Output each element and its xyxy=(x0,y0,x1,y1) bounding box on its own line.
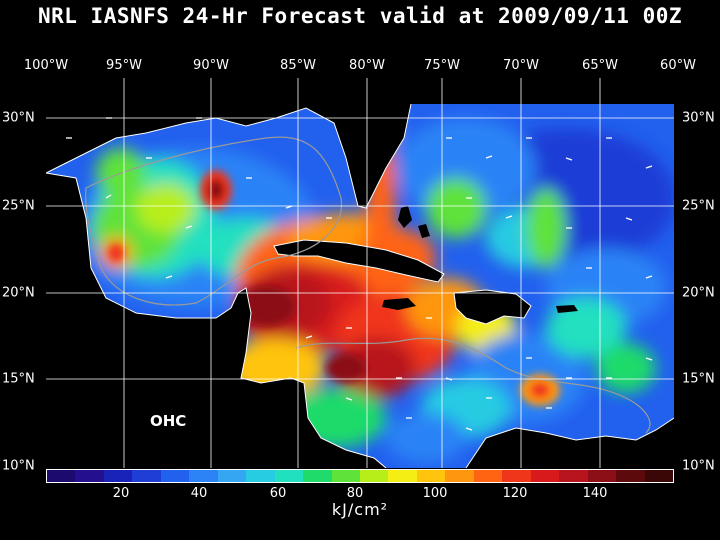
colorbar-swatch xyxy=(189,470,218,482)
colorbar-swatch xyxy=(388,470,417,482)
bathymetry-contour xyxy=(85,136,651,434)
colorbar-tick-80: 80 xyxy=(346,486,364,501)
lon-label-75w: 75°W xyxy=(424,58,460,73)
colorbar-swatch xyxy=(75,470,104,482)
colorbar-swatch xyxy=(616,470,645,482)
lon-label-90w: 90°W xyxy=(193,58,229,73)
map-title: NRL IASNFS 24-Hr Forecast valid at 2009/… xyxy=(37,4,682,28)
colorbar-swatch xyxy=(160,470,190,482)
lat-label-25n-right: 25°N xyxy=(682,198,715,214)
ohc-field xyxy=(76,108,674,463)
colorbar-swatch xyxy=(559,470,588,482)
colorbar-swatch xyxy=(445,470,474,482)
lat-label-15n-left: 15°N xyxy=(2,371,35,387)
colorbar-swatch xyxy=(587,470,617,482)
colorbar-swatch xyxy=(274,470,304,482)
ohc-label: OHC xyxy=(150,412,187,430)
ohc-map xyxy=(46,78,674,468)
land xyxy=(46,78,674,468)
lat-label-10n-left: 10°N xyxy=(2,458,35,474)
colorbar xyxy=(46,469,674,483)
colorbar-swatch xyxy=(644,470,673,482)
lon-label-65w: 65°W xyxy=(582,58,618,73)
lat-label-10n-right: 10°N xyxy=(682,458,715,474)
lat-label-25n-left: 25°N xyxy=(2,198,35,214)
colorbar-swatch xyxy=(331,470,360,482)
colorbar-tick-140: 140 xyxy=(582,486,608,501)
colorbar-swatch xyxy=(530,470,560,482)
lat-label-20n-right: 20°N xyxy=(682,285,715,301)
colorbar-swatch xyxy=(359,470,389,482)
colorbar-tick-20: 20 xyxy=(112,486,130,501)
colorbar-swatch xyxy=(416,470,446,482)
colorbar-tick-60: 60 xyxy=(269,486,287,501)
graticule xyxy=(46,78,674,468)
colorbar-tick-40: 40 xyxy=(190,486,208,501)
lon-label-60w: 60°W xyxy=(660,58,696,73)
colorbar-swatch xyxy=(246,470,275,482)
current-vectors xyxy=(66,117,653,431)
lon-label-85w: 85°W xyxy=(280,58,316,73)
colorbar-tick-100: 100 xyxy=(422,486,448,501)
colorbar-swatch xyxy=(473,470,503,482)
lat-label-20n-left: 20°N xyxy=(2,285,35,301)
colorbar-swatch xyxy=(303,470,332,482)
lat-label-30n-right: 30°N xyxy=(682,110,715,126)
lat-label-15n-right: 15°N xyxy=(682,371,715,387)
lon-label-100w: 100°W xyxy=(23,58,69,73)
colorbar-swatch xyxy=(502,470,531,482)
lon-label-95w: 95°W xyxy=(106,58,142,73)
colorbar-units: kJ/cm² xyxy=(331,500,389,519)
lat-label-30n-left: 30°N xyxy=(2,110,35,126)
colorbar-swatch xyxy=(217,470,247,482)
lon-label-80w: 80°W xyxy=(349,58,385,73)
colorbar-swatch xyxy=(132,470,161,482)
colorbar-tick-120: 120 xyxy=(502,486,528,501)
colorbar-swatch xyxy=(103,470,133,482)
lon-label-70w: 70°W xyxy=(503,58,539,73)
coastline xyxy=(46,103,674,468)
colorbar-swatch xyxy=(47,470,76,482)
